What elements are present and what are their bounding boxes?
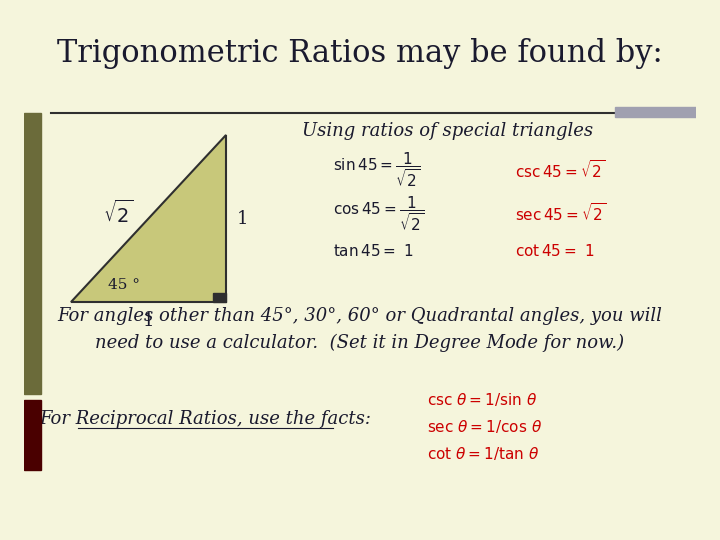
Text: $\csc\,\theta = 1/\sin\,\theta$: $\csc\,\theta = 1/\sin\,\theta$ (427, 391, 538, 408)
Text: For angles other than 45°, 30°, 60° or Quadrantal angles, you will: For angles other than 45°, 30°, 60° or Q… (58, 307, 662, 325)
Text: $\sin 45 = \dfrac{1}{\sqrt{2}}$: $\sin 45 = \dfrac{1}{\sqrt{2}}$ (333, 151, 420, 190)
Text: need to use a calculator.  (Set it in Degree Mode for now.): need to use a calculator. (Set it in Deg… (96, 334, 624, 352)
Text: $\cot 45 = \ 1$: $\cot 45 = \ 1$ (515, 243, 594, 259)
Polygon shape (71, 135, 225, 302)
Text: $\tan 45 = \ 1$: $\tan 45 = \ 1$ (333, 243, 414, 259)
Bar (616, 107, 696, 117)
Text: $\csc 45 = \sqrt{2}$: $\csc 45 = \sqrt{2}$ (515, 159, 605, 181)
Polygon shape (213, 293, 225, 302)
Bar (24, 400, 41, 470)
Text: $\sec\,\theta = 1/\cos\,\theta$: $\sec\,\theta = 1/\cos\,\theta$ (427, 418, 542, 435)
Text: Using ratios of special triangles: Using ratios of special triangles (302, 122, 593, 139)
Text: 45 °: 45 ° (108, 278, 140, 292)
Bar (24, 113, 41, 394)
Text: $\cot\,\theta = 1/\tan\,\theta$: $\cot\,\theta = 1/\tan\,\theta$ (427, 445, 540, 462)
Text: $\cos 45 = \dfrac{1}{\sqrt{2}}$: $\cos 45 = \dfrac{1}{\sqrt{2}}$ (333, 194, 424, 233)
Text: $\sqrt{2}$: $\sqrt{2}$ (103, 200, 133, 227)
Text: Trigonometric Ratios may be found by:: Trigonometric Ratios may be found by: (57, 38, 663, 69)
Text: For Reciprocal Ratios, use the facts:: For Reciprocal Ratios, use the facts: (40, 409, 372, 428)
Text: 1: 1 (143, 312, 154, 330)
Text: 1: 1 (237, 210, 248, 228)
Text: $\sec 45 = \sqrt{2}$: $\sec 45 = \sqrt{2}$ (515, 202, 606, 224)
